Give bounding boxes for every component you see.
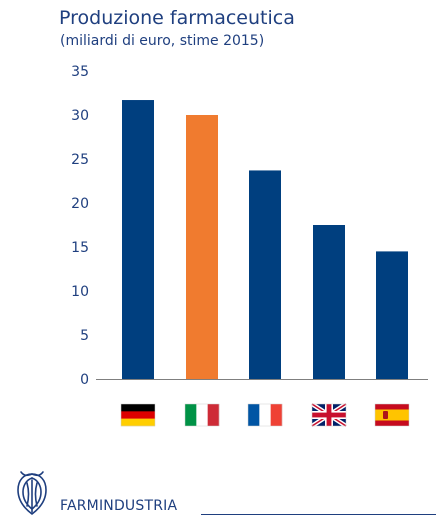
y-tick-label: 5 xyxy=(80,328,89,344)
brand-divider xyxy=(201,514,436,515)
bar-spain xyxy=(376,251,408,379)
bar-germany xyxy=(122,100,154,379)
y-tick-label: 10 xyxy=(71,284,89,300)
spain-flag-icon xyxy=(374,403,410,427)
italy-flag-icon xyxy=(184,403,220,427)
germany-flag-icon xyxy=(120,403,156,427)
chart-title: Produzione farmaceutica xyxy=(59,7,295,29)
bar-chart: 0 5 10 15 20 25 30 35 xyxy=(71,64,428,428)
bars xyxy=(122,100,408,379)
y-tick-label: 30 xyxy=(71,108,89,124)
category-flags xyxy=(120,402,410,428)
bar-france xyxy=(249,170,281,379)
brand-name: FARMINDUSTRIA xyxy=(60,498,178,514)
y-tick-label: 35 xyxy=(71,64,89,80)
chart-subtitle: (miliardi di euro, stime 2015) xyxy=(60,33,265,49)
france-flag-icon xyxy=(247,403,283,427)
y-tick-label: 20 xyxy=(71,196,89,212)
bar-italy xyxy=(186,115,218,379)
y-tick-label: 15 xyxy=(71,240,89,256)
farmindustria-logo-icon xyxy=(17,471,47,516)
bar-uk xyxy=(313,225,345,379)
y-tick-label: 0 xyxy=(80,372,89,388)
uk-flag-icon xyxy=(310,402,348,428)
y-tick-label: 25 xyxy=(71,152,89,168)
y-axis: 0 5 10 15 20 25 30 35 xyxy=(71,64,428,388)
